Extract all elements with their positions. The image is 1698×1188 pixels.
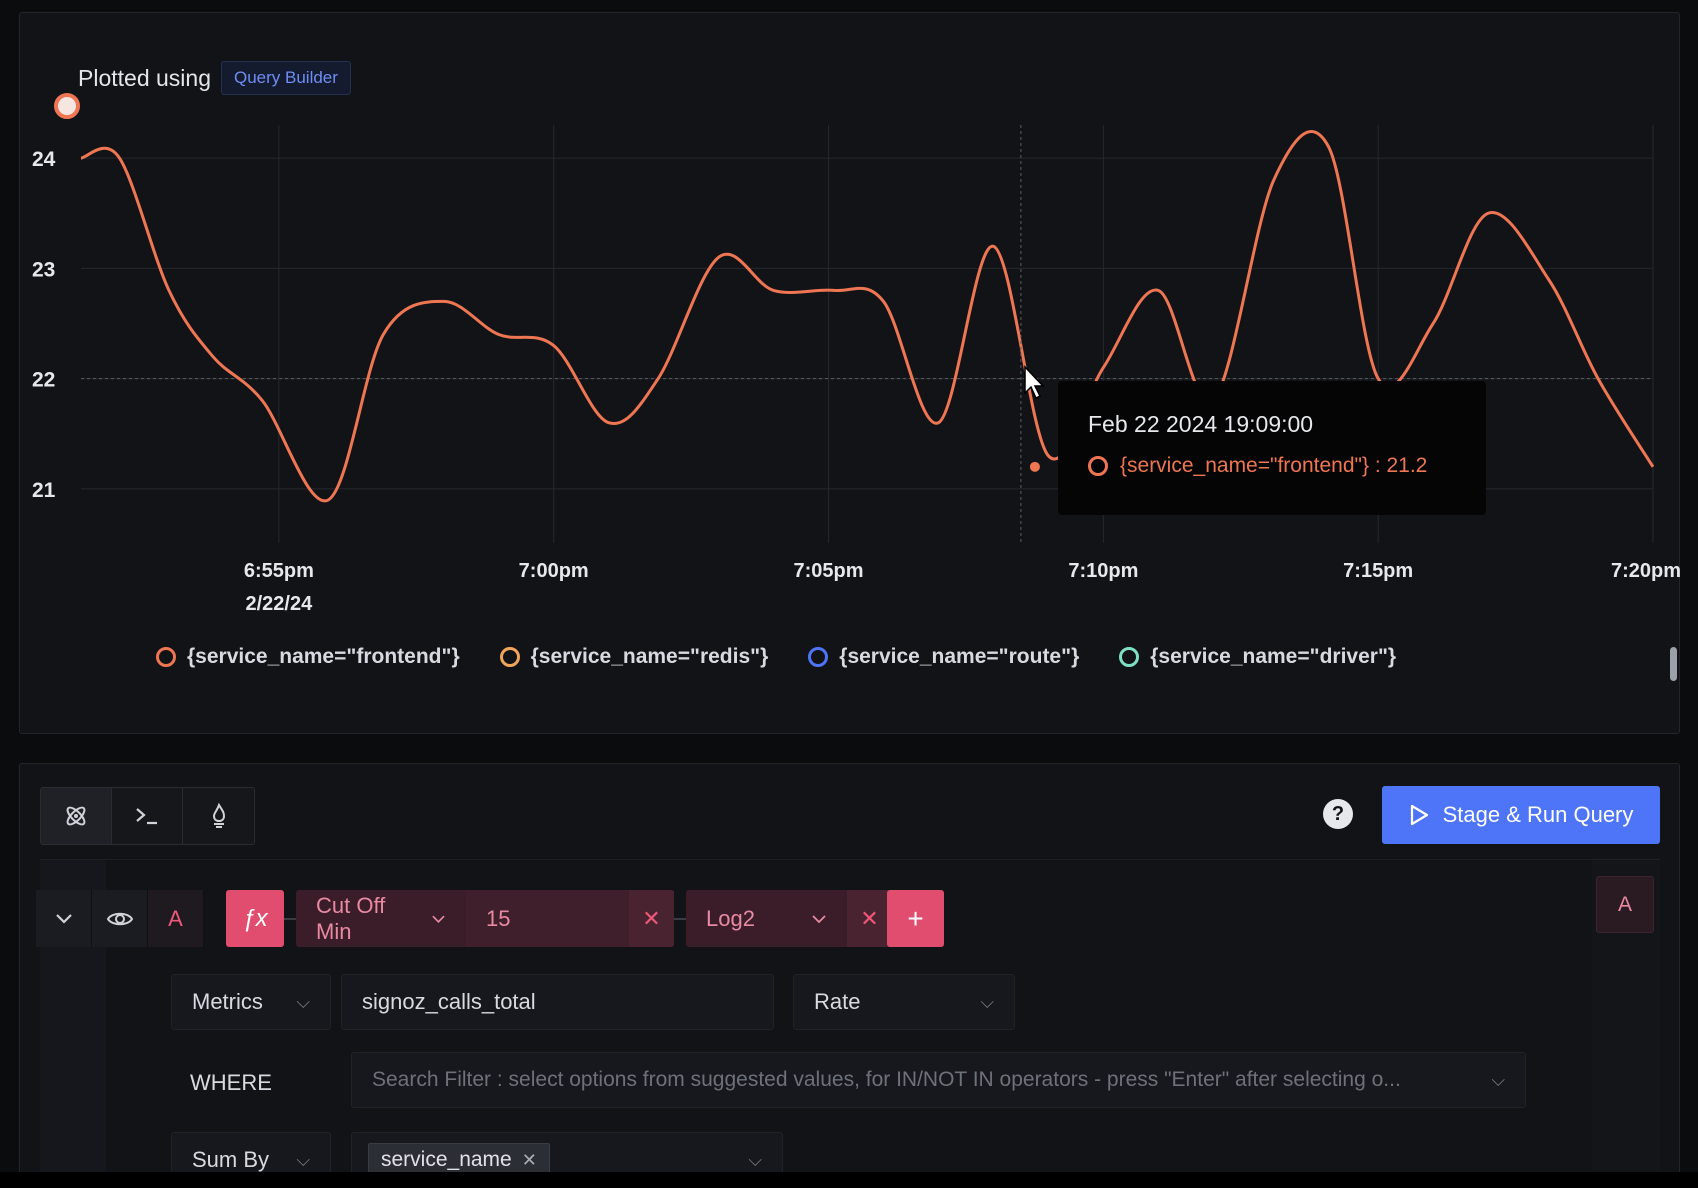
plotted-using-text: Plotted using bbox=[78, 64, 211, 91]
tooltip-series-dot-icon bbox=[1088, 456, 1108, 476]
x-tick-label: 7:00pm bbox=[519, 560, 589, 582]
query-row-controls: A bbox=[36, 890, 204, 947]
query-panel: ? Stage & Run Query A ƒx Cut Off Min bbox=[19, 763, 1680, 1188]
x-tick-label: 7:20pm bbox=[1611, 560, 1681, 582]
y-axis-ticks: 24 23 22 21 bbox=[32, 148, 56, 502]
aggregation-value: Rate bbox=[814, 989, 861, 1014]
datasource-select[interactable]: Metrics ⌵ bbox=[171, 974, 331, 1030]
y-tick-label: 21 bbox=[32, 479, 56, 502]
close-icon: ✕ bbox=[642, 905, 661, 931]
play-icon bbox=[1410, 804, 1428, 826]
hover-layer bbox=[1020, 125, 1040, 543]
y-tick-label: 22 bbox=[32, 369, 55, 392]
x-tick-label: 7:05pm bbox=[794, 560, 864, 582]
x-tick-label: 6:55pm bbox=[244, 560, 314, 582]
where-label: WHERE bbox=[190, 1070, 272, 1095]
where-filter-placeholder: Search Filter : select options from sugg… bbox=[372, 1068, 1401, 1091]
legend-label: {service_name="route"} bbox=[839, 645, 1080, 668]
x-date-label: 2/22/24 bbox=[246, 593, 314, 613]
help-icon[interactable]: ? bbox=[1323, 799, 1353, 829]
function-cut-off-min: Cut Off Min 15 ✕ bbox=[296, 890, 674, 947]
datasource-value: Metrics bbox=[192, 989, 263, 1014]
legend-label: {service_name="driver"} bbox=[1150, 645, 1397, 668]
eye-icon bbox=[106, 912, 133, 925]
legend-item[interactable]: {service_name="route"} bbox=[808, 645, 1079, 669]
function-name: Log2 bbox=[706, 905, 755, 931]
y-tick-label: 23 bbox=[32, 258, 55, 281]
legend-scrollbar[interactable] bbox=[1670, 647, 1677, 681]
chevron-down-icon: ⌵ bbox=[980, 991, 994, 1012]
x-axis-ticks: 6:55pm 7:00pm 7:05pm 7:10pm 7:15pm 7:20pm 2/22… bbox=[244, 560, 1681, 613]
chevron-down-icon: ⌵ bbox=[296, 991, 310, 1012]
tooltip-series-row: {service_name="frontend"} : 21.2 bbox=[1088, 454, 1456, 478]
promql-tab[interactable] bbox=[183, 788, 254, 844]
remove-function-button[interactable]: ✕ bbox=[629, 890, 674, 947]
legend-item[interactable]: {service_name="redis"} bbox=[499, 645, 769, 669]
legend-dot-icon bbox=[808, 647, 829, 667]
function-log2: Log2 ✕ bbox=[686, 890, 892, 947]
chevron-down-icon: ⌵ bbox=[1491, 1069, 1505, 1090]
formula-letter-button[interactable]: A bbox=[1596, 876, 1654, 933]
groupby-operator-value: Sum By bbox=[192, 1147, 270, 1172]
remove-function-button[interactable]: ✕ bbox=[847, 890, 892, 947]
chevron-down-icon bbox=[432, 915, 445, 923]
run-button-label: Stage & Run Query bbox=[1442, 802, 1634, 827]
query-builder-badge: Query Builder bbox=[220, 61, 351, 95]
close-icon: ✕ bbox=[860, 905, 879, 931]
hover-point bbox=[1029, 461, 1040, 472]
chevron-down-icon: ⌵ bbox=[296, 1149, 310, 1170]
stage-and-run-query-button[interactable]: Stage & Run Query bbox=[1382, 786, 1660, 844]
legend-item[interactable]: {service_name="driver"} bbox=[1119, 645, 1396, 669]
toolbar-divider bbox=[40, 859, 1660, 860]
chevron-down-icon bbox=[55, 913, 72, 924]
function-select-cut-off-min[interactable]: Cut Off Min bbox=[296, 890, 466, 947]
functions-button[interactable]: ƒx bbox=[226, 890, 284, 947]
groupby-tag-label: service_name bbox=[381, 1148, 512, 1171]
chart-panel: Plotted using Query Builder 24 23 22 21 6:5… bbox=[19, 12, 1681, 734]
chart-settings-dot-icon[interactable] bbox=[54, 93, 80, 119]
terminal-icon bbox=[136, 808, 157, 825]
connector-line bbox=[284, 918, 296, 920]
legend-label: {service_name="frontend"} bbox=[187, 645, 460, 668]
query-builder-tab[interactable] bbox=[41, 788, 112, 844]
atom-icon bbox=[66, 806, 86, 826]
legend-dot-icon bbox=[1119, 647, 1140, 667]
mouse-cursor-icon bbox=[1024, 365, 1045, 400]
bottom-edge bbox=[0, 1172, 1698, 1188]
legend-dot-icon bbox=[156, 647, 176, 667]
clickhouse-query-tab[interactable] bbox=[112, 788, 183, 844]
tooltip-series-value: {service_name="frontend"} : 21.2 bbox=[1120, 454, 1428, 477]
remove-tag-close-icon[interactable]: ✕ bbox=[521, 1149, 537, 1170]
x-tick-label: 7:10pm bbox=[1068, 560, 1138, 582]
legend-item[interactable]: {service_name="frontend"} bbox=[156, 645, 460, 669]
toggle-visibility-button[interactable] bbox=[92, 890, 148, 947]
legend-label: {service_name="redis"} bbox=[530, 645, 769, 668]
function-name: Cut Off Min bbox=[316, 892, 386, 944]
chevron-down-icon: ⌵ bbox=[748, 1149, 762, 1170]
query-mode-tabs bbox=[40, 787, 255, 845]
line-chart[interactable]: 24 23 22 21 6:55pm 7:00pm 7:05pm 7:10pm 7:15pm 7… bbox=[20, 13, 1681, 613]
tooltip-time: Feb 22 2024 19:09:00 bbox=[1088, 411, 1314, 437]
collapse-query-button[interactable] bbox=[36, 890, 92, 947]
function-value-input[interactable]: 15 bbox=[466, 890, 629, 947]
plotted-using: Plotted using Query Builder bbox=[78, 61, 351, 95]
aggregation-select[interactable]: Rate ⌵ bbox=[793, 974, 1015, 1030]
function-select-log2[interactable]: Log2 bbox=[686, 890, 847, 947]
metric-name-input[interactable]: signoz_calls_total bbox=[341, 974, 774, 1030]
groupby-tag: service_name ✕ bbox=[368, 1143, 550, 1177]
connector-line bbox=[674, 918, 686, 920]
y-tick-label: 24 bbox=[32, 148, 56, 171]
metric-name-value: signoz_calls_total bbox=[362, 989, 536, 1014]
legend-dot-icon bbox=[499, 647, 520, 667]
chart-tooltip: Feb 22 2024 19:09:00 {service_name="fron… bbox=[1058, 381, 1486, 515]
where-filter-input[interactable]: Search Filter : select options from sugg… bbox=[351, 1052, 1526, 1108]
x-tick-label: 7:15pm bbox=[1343, 560, 1413, 582]
query-letter[interactable]: A bbox=[148, 890, 204, 947]
chevron-down-icon bbox=[812, 914, 826, 923]
add-function-button[interactable]: + bbox=[887, 890, 944, 947]
prometheus-icon bbox=[212, 803, 225, 828]
chart-legend: {service_name="frontend"} {service_name="… bbox=[156, 645, 1396, 669]
